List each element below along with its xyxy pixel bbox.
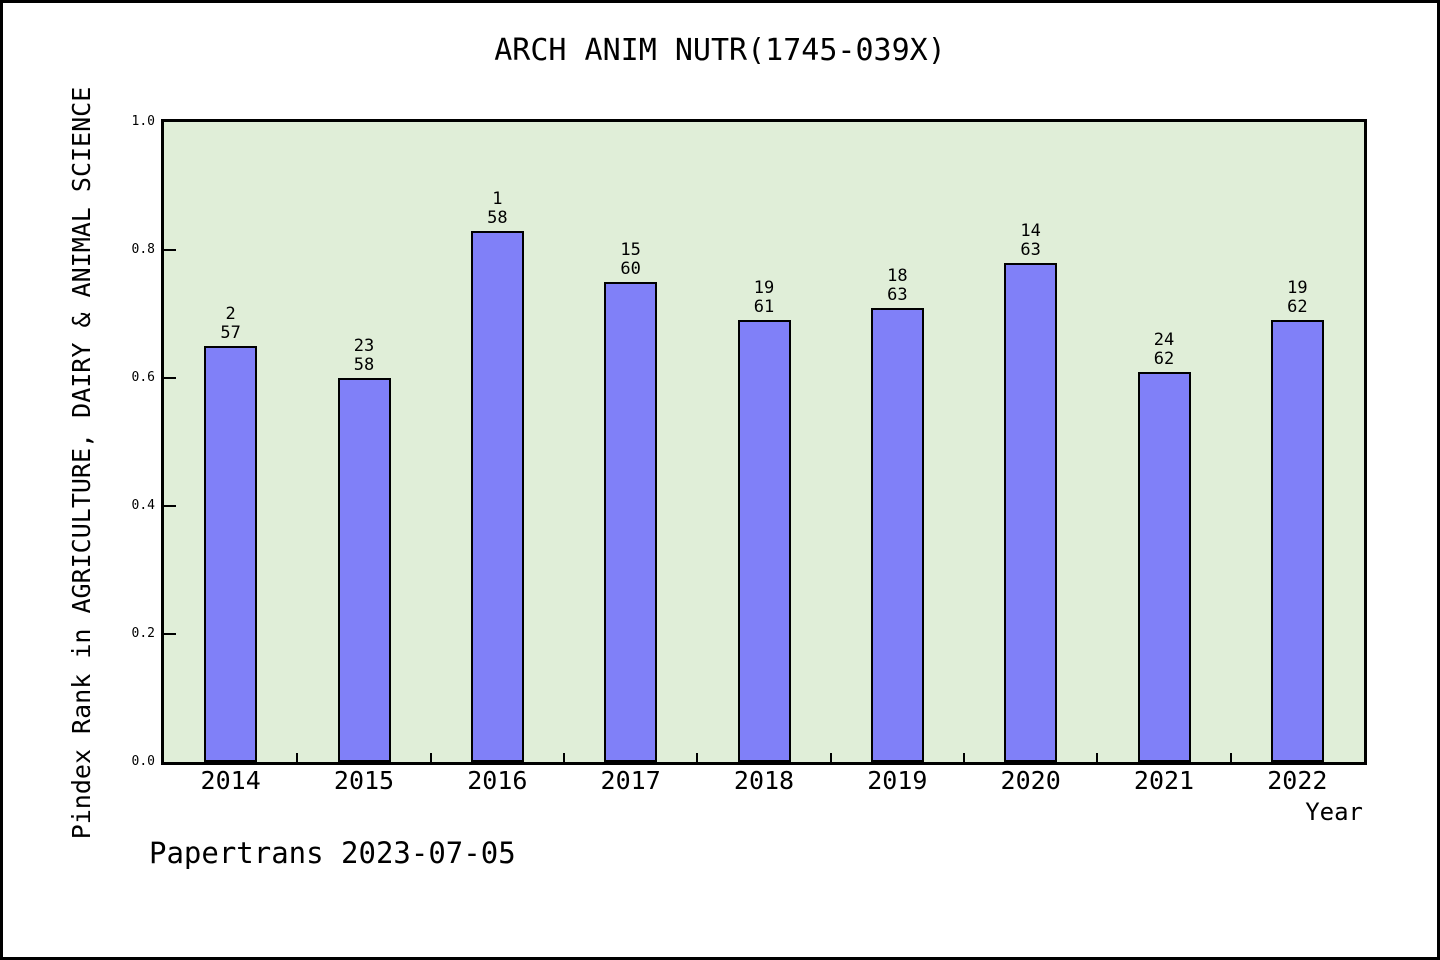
bar-total-value: 60 [620,259,641,279]
y-tick-label: 0.2 [131,626,155,641]
y-tick-label: 0.8 [131,242,155,257]
x-axis-tick [429,753,432,762]
x-tick-label: 2018 [733,766,795,795]
x-axis-tick [829,753,832,762]
x-tick-label: 2014 [200,766,261,795]
bar-rank-value: 19 [753,278,775,298]
x-tick-label: 2017 [600,766,661,795]
plot-area: 2 57 23 58 1 58 15 60 19 61 18 63 14 63 24 62 19 62 [161,119,1367,765]
bar-rank-value: 18 [887,266,908,286]
chart-title: ARCH ANIM NUTR(1745-039X) [494,33,946,68]
bar-total-value: 58 [487,208,508,228]
bar-2014 [204,346,258,762]
x-tick-label: 2016 [467,766,528,795]
bar-value-label: 23 58 [324,337,404,375]
x-tick-label: 2021 [1133,766,1195,795]
y-tick-label: 0.6 [131,370,155,385]
bar-rank-value: 15 [620,240,641,260]
bar-2016 [470,231,524,762]
bar-value-label: 19 61 [724,279,804,317]
bar-rank-value: 2 [225,304,236,324]
x-axis-tick [296,753,299,762]
bar-total-value: 62 [1153,349,1175,369]
x-axis-tick [563,753,565,762]
x-tick-label: 2015 [333,766,395,795]
bar-value-label: 19 62 [1257,279,1337,317]
bar-total-value: 63 [887,285,908,305]
bar-total-value: 62 [1287,297,1308,317]
x-tick-label: 2019 [867,766,928,795]
bar-value-label: 15 60 [591,241,671,279]
bar-value-label: 24 62 [1124,331,1204,369]
bar-total-value: 57 [220,323,241,343]
y-tick-label: 0.0 [131,754,155,769]
bar-2021 [1137,372,1191,762]
y-axis-tick [164,633,176,635]
bar-value-label: 1 58 [457,190,537,228]
bar-total-value: 61 [753,297,775,317]
y-axis-label: Pindex Rank in AGRICULTURE, DAIRY & ANIM… [67,86,96,840]
x-axis-title: Year [1305,798,1363,826]
x-tick-label: 2020 [1000,766,1061,795]
y-axis-tick [164,249,176,251]
x-axis-tick [963,753,965,762]
y-axis-tick [164,377,176,379]
bar-2020 [1004,263,1058,762]
bar-rank-value: 14 [1020,221,1041,241]
bar-2015 [337,378,391,762]
bar-rank-value: 19 [1287,278,1308,298]
bar-2017 [604,282,658,762]
x-axis-tick [1096,753,1099,762]
bar-2019 [870,308,924,762]
x-axis-tick [696,753,699,762]
bar-rank-value: 23 [353,336,375,356]
bar-rank-value: 1 [492,189,503,209]
bar-2022 [1270,320,1324,762]
bar-total-value: 58 [353,355,375,375]
x-tick-label: 2022 [1267,766,1328,795]
x-axis-tick [1229,753,1232,762]
bar-total-value: 63 [1020,240,1041,260]
bar-value-label: 18 63 [857,267,937,305]
y-tick-label: 1.0 [131,114,155,129]
bar-rank-value: 24 [1153,330,1175,350]
bar-value-label: 2 57 [191,305,271,343]
bar-2018 [737,320,791,762]
y-axis-tick [164,505,176,507]
bar-value-label: 14 63 [991,222,1071,260]
watermark-footer: Papertrans 2023-07-05 [149,836,516,870]
y-tick-label: 0.4 [131,498,155,513]
